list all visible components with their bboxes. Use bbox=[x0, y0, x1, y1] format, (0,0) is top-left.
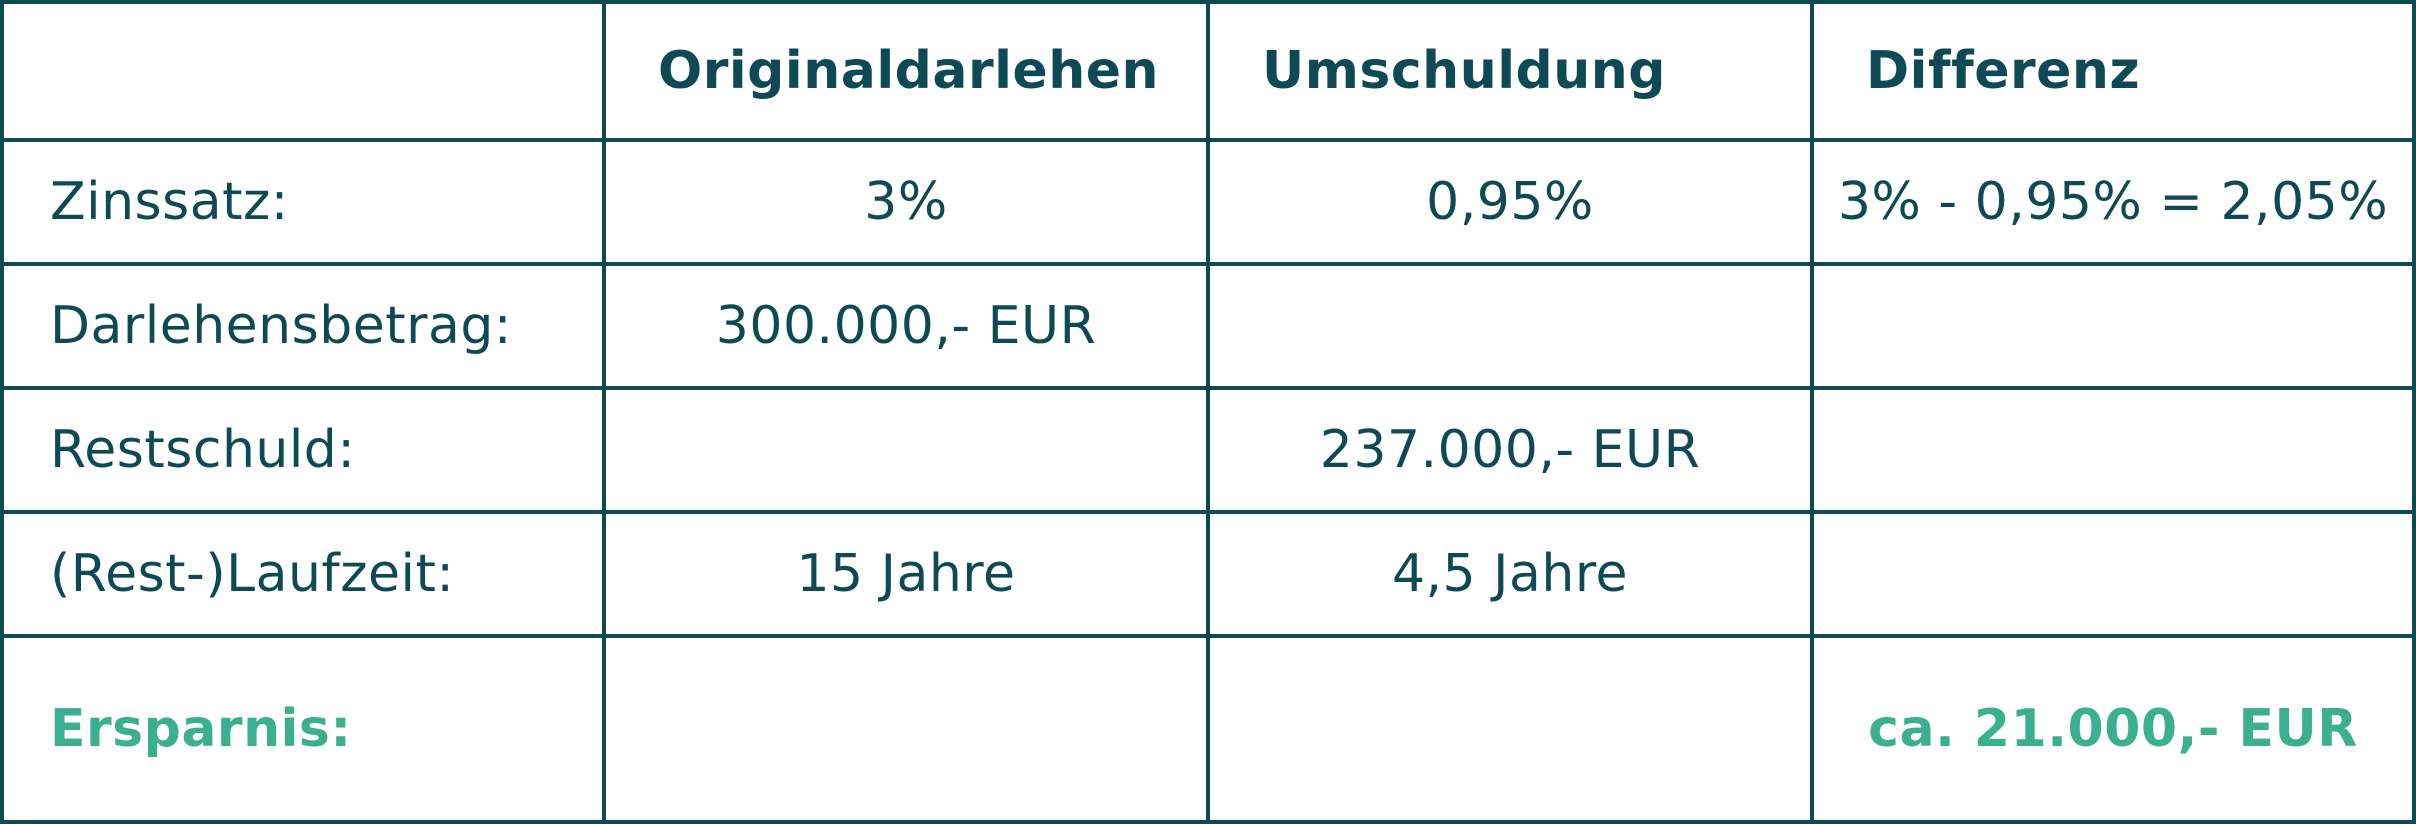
cell-restschuld-umschuldung: 237.000,- EUR bbox=[1210, 390, 1814, 514]
cell-ersparnis-original bbox=[606, 638, 1210, 820]
cell-laufzeit-umschuldung: 4,5 Jahre bbox=[1210, 514, 1814, 638]
row-label-darlehensbetrag: Darlehensbetrag: bbox=[4, 266, 606, 390]
cell-zinssatz-umschuldung: 0,95% bbox=[1210, 142, 1814, 266]
header-cell-empty bbox=[4, 4, 606, 142]
header-cell-differenz: Differenz bbox=[1814, 4, 2412, 142]
row-label-restschuld: Restschuld: bbox=[4, 390, 606, 514]
cell-zinssatz-differenz: 3% - 0,95% = 2,05% bbox=[1814, 142, 2412, 266]
cell-darlehensbetrag-original: 300.000,- EUR bbox=[606, 266, 1210, 390]
cell-laufzeit-original: 15 Jahre bbox=[606, 514, 1210, 638]
cell-ersparnis-umschuldung bbox=[1210, 638, 1814, 820]
cell-laufzeit-differenz bbox=[1814, 514, 2412, 638]
row-label-laufzeit: (Rest-)Laufzeit: bbox=[4, 514, 606, 638]
header-cell-umschuldung: Umschuldung bbox=[1210, 4, 1814, 142]
cell-darlehensbetrag-umschuldung bbox=[1210, 266, 1814, 390]
cell-restschuld-original bbox=[606, 390, 1210, 514]
header-cell-originaldarlehen: Originaldarlehen bbox=[606, 4, 1210, 142]
cell-ersparnis-differenz: ca. 21.000,- EUR bbox=[1868, 699, 2358, 759]
row-label-ersparnis: Ersparnis: bbox=[4, 638, 606, 820]
cell-restschuld-differenz bbox=[1814, 390, 2412, 514]
row-label-zinssatz: Zinssatz: bbox=[4, 142, 606, 266]
cell-zinssatz-original: 3% bbox=[606, 142, 1210, 266]
cell-darlehensbetrag-differenz bbox=[1814, 266, 2412, 390]
